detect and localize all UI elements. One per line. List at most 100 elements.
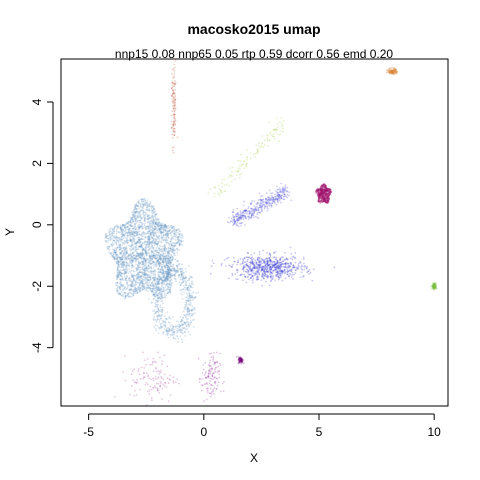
scatter-point [172, 263, 175, 266]
scatter-point [127, 235, 129, 237]
scatter-point [158, 227, 161, 230]
scatter-point [138, 219, 141, 222]
scatter-point [134, 206, 137, 208]
scatter-point [299, 276, 302, 279]
scatter-point [231, 274, 234, 277]
scatter-point [166, 266, 169, 269]
scatter-point [164, 296, 166, 298]
scatter-point [182, 316, 185, 319]
scatter-point [147, 249, 150, 251]
scatter-point [137, 241, 140, 243]
scatter-point [140, 210, 143, 212]
scatter-point [254, 259, 257, 262]
scatter-point [270, 276, 272, 279]
scatter-point [134, 206, 137, 209]
scatter-point [119, 271, 122, 274]
scatter-point [155, 257, 158, 260]
scatter-point [123, 251, 126, 254]
scatter-point [121, 285, 124, 288]
scatter-point [278, 269, 281, 272]
scatter-point [113, 240, 115, 242]
scatter-point [180, 240, 183, 243]
scatter-point [291, 274, 294, 276]
scatter-point [261, 135, 264, 138]
scatter-point [152, 261, 155, 263]
scatter-point [162, 268, 164, 271]
scatter-point [142, 226, 144, 228]
scatter-point [161, 245, 164, 248]
scatter-point [173, 331, 176, 333]
scatter-point [146, 276, 149, 279]
scatter-point [154, 249, 157, 252]
scatter-point [131, 280, 134, 283]
scatter-point [170, 261, 173, 264]
scatter-point [141, 253, 144, 256]
scatter-point [164, 267, 167, 270]
scatter-point [180, 240, 183, 243]
scatter-point [130, 256, 132, 259]
scatter-point [133, 254, 135, 257]
scatter-point [121, 255, 123, 258]
scatter-point [158, 231, 161, 233]
scatter-point [228, 216, 230, 219]
scatter-point [121, 241, 123, 244]
scatter-point [159, 306, 162, 309]
scatter-point [167, 268, 169, 271]
scatter-point [151, 288, 154, 290]
scatter-point [133, 239, 136, 242]
scatter-point [145, 202, 148, 205]
scatter-point [243, 224, 246, 226]
scatter-point [178, 242, 180, 245]
scatter-point [124, 253, 126, 256]
scatter-point [148, 243, 151, 245]
scatter-point [185, 304, 188, 306]
scatter-point [141, 248, 144, 251]
scatter-point [151, 262, 154, 265]
scatter-point [159, 262, 162, 264]
scatter-point [163, 283, 166, 285]
scatter-point [172, 225, 175, 228]
scatter-point [166, 232, 169, 235]
scatter-point [290, 252, 293, 255]
scatter-point [125, 272, 128, 275]
scatter-point [132, 259, 135, 262]
scatter-point [173, 245, 176, 247]
scatter-point [269, 273, 271, 275]
scatter-point [260, 201, 262, 204]
scatter-point [177, 232, 180, 234]
scatter-point [166, 278, 169, 281]
scatter-point [281, 125, 283, 128]
scatter-point [232, 214, 234, 217]
scatter-point [138, 226, 141, 228]
scatter-point [128, 234, 131, 237]
scatter-point [169, 229, 171, 231]
scatter-point [161, 268, 164, 270]
scatter-point [112, 228, 114, 231]
scatter-point [152, 287, 154, 290]
scatter-point [302, 256, 305, 259]
scatter-point [157, 274, 160, 276]
scatter-point [167, 262, 170, 265]
scatter-point [151, 246, 154, 249]
scatter-point [145, 273, 148, 276]
scatter-point [119, 281, 122, 284]
scatter-point [153, 317, 155, 320]
scatter-point [133, 231, 136, 234]
scatter-point [243, 160, 246, 163]
scatter-point [191, 292, 193, 295]
scatter-point [161, 222, 164, 225]
scatter-point [151, 226, 154, 228]
scatter-point [189, 316, 192, 318]
scatter-point [157, 227, 160, 230]
scatter-point [147, 270, 149, 273]
scatter-point [138, 233, 141, 235]
scatter-point [150, 290, 153, 292]
scatter-point [115, 258, 118, 261]
scatter-point [166, 252, 169, 255]
scatter-point [175, 236, 178, 239]
scatter-point [153, 244, 156, 247]
scatter-point [141, 286, 144, 288]
scatter-point [248, 213, 251, 215]
scatter-point [189, 321, 192, 324]
scatter-point [145, 266, 148, 269]
